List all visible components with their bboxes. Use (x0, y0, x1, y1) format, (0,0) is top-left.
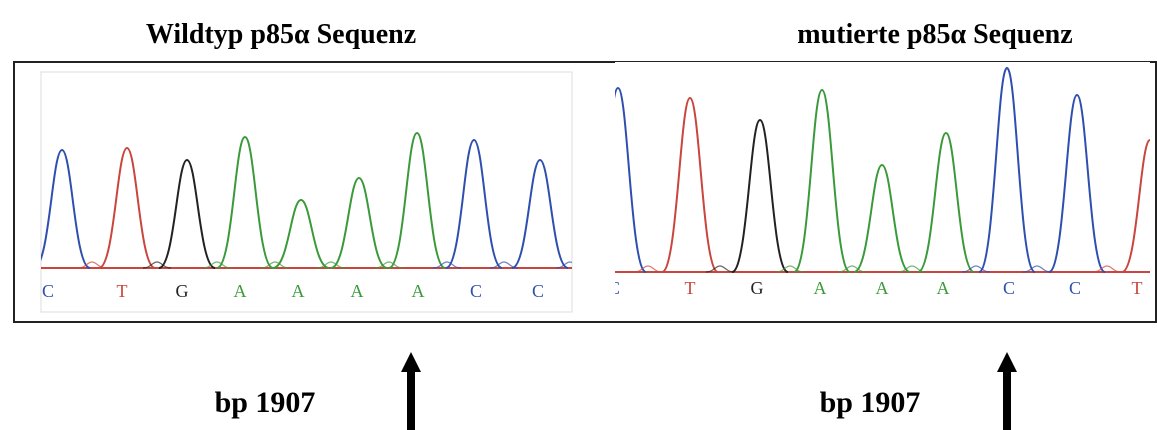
base-call: A (937, 278, 950, 298)
base-call: A (814, 278, 827, 298)
base-call: A (351, 281, 364, 301)
base-call: C (1003, 278, 1015, 298)
base-call: A (876, 278, 889, 298)
right-title: mutierte p85α Sequenz (797, 19, 1072, 50)
base-call: A (412, 281, 425, 301)
base-call: C (1069, 278, 1081, 298)
base-call: T (117, 281, 128, 301)
base-call: A (234, 281, 247, 301)
base-call: C (470, 281, 482, 301)
left-title: Wildtyp p85α Sequenz (146, 19, 416, 50)
base-call: G (176, 281, 189, 301)
right-panel (615, 62, 1150, 302)
base-call: A (292, 281, 305, 301)
figure: Wildtyp p85α Sequenz mutierte p85α Seque… (0, 0, 1157, 430)
base-call: T (1132, 278, 1143, 298)
base-call: G (751, 278, 764, 298)
base-call: C (42, 281, 54, 301)
base-call: C (532, 281, 544, 301)
base-call: T (685, 278, 696, 298)
right-arrow (997, 352, 1017, 430)
base-call: C (608, 278, 620, 298)
left-arrow (401, 352, 421, 430)
right-bp-label: bp 1907 (820, 386, 921, 419)
left-panel (41, 72, 572, 312)
left-bp-label: bp 1907 (215, 386, 316, 419)
